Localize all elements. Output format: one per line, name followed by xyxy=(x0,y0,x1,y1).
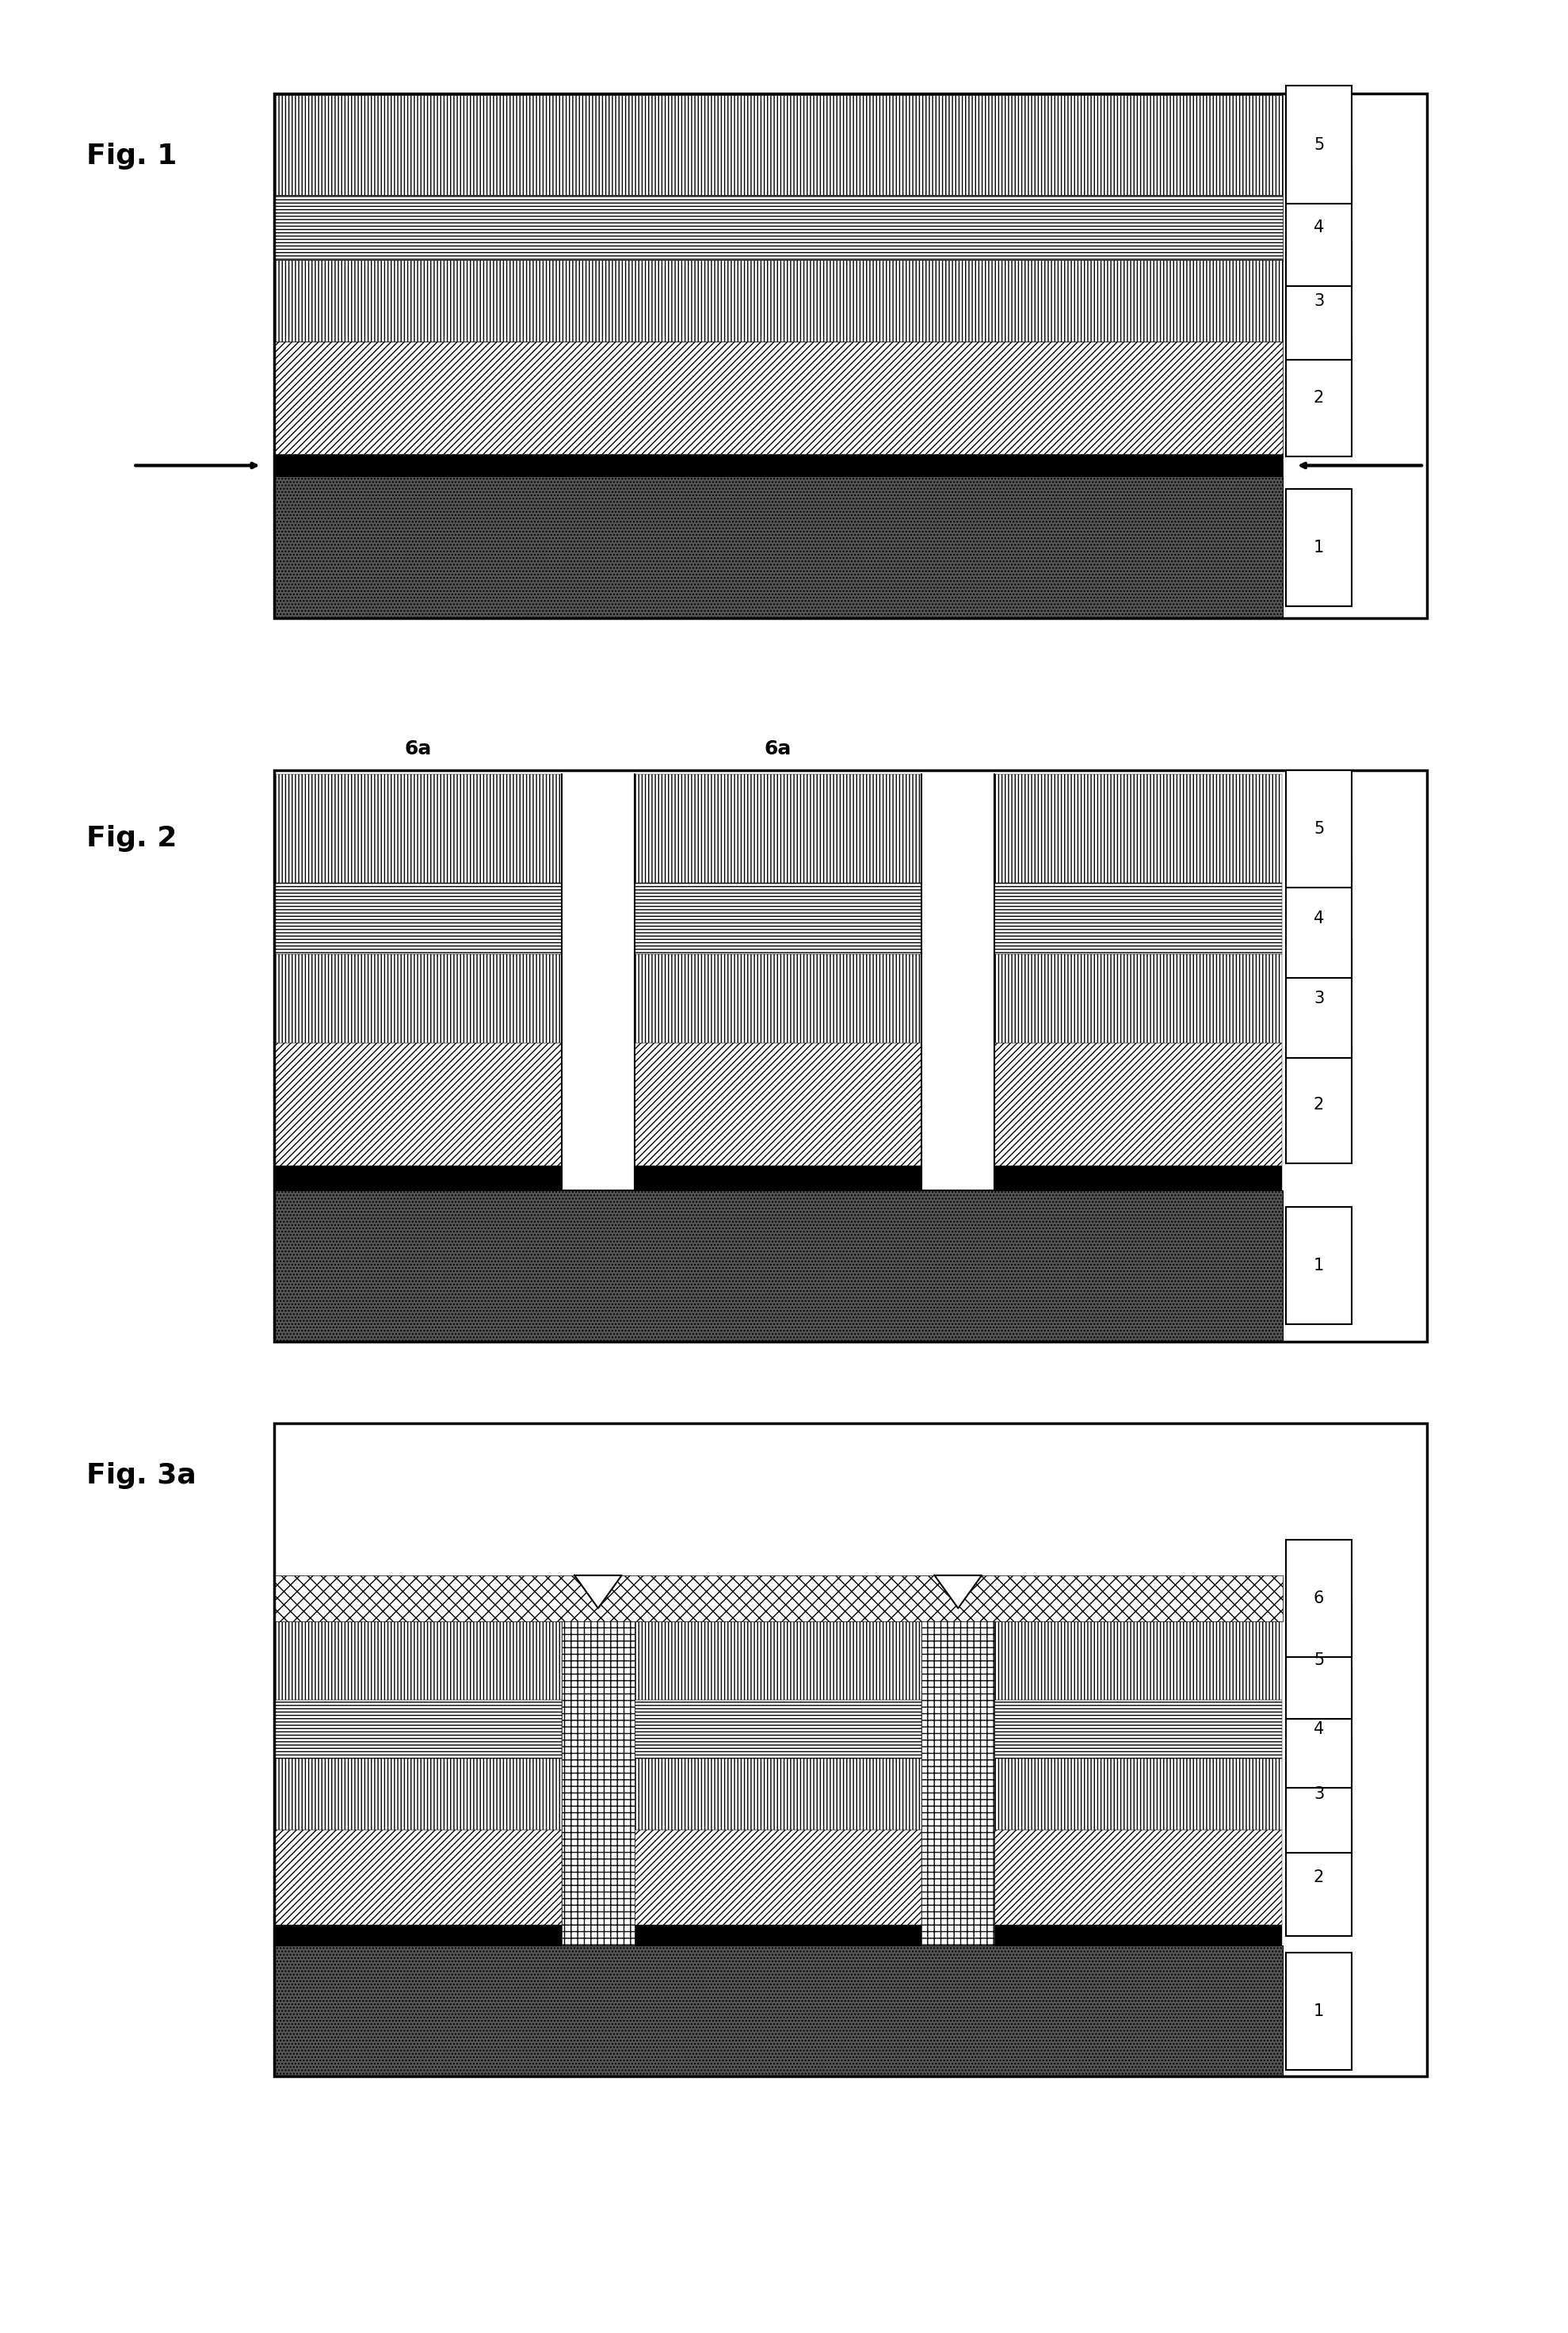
Text: Fig. 3a: Fig. 3a xyxy=(86,1463,196,1488)
Bar xyxy=(635,1698,922,1759)
Bar xyxy=(1286,338,1352,457)
Bar xyxy=(635,884,922,954)
Text: 6: 6 xyxy=(1314,1591,1325,1605)
Bar xyxy=(274,1166,561,1190)
Bar xyxy=(1286,1736,1352,1852)
Bar xyxy=(274,1946,1283,2076)
Text: 2: 2 xyxy=(1314,1869,1323,1885)
Text: 4: 4 xyxy=(1314,1722,1323,1736)
Bar xyxy=(994,1621,1281,1698)
Bar xyxy=(1286,770,1352,887)
Text: 2: 2 xyxy=(1314,1097,1323,1113)
Bar xyxy=(274,775,561,884)
Text: 4: 4 xyxy=(1314,910,1323,926)
Bar xyxy=(1286,1670,1352,1787)
Bar xyxy=(635,775,922,884)
Bar xyxy=(274,1190,1283,1341)
Bar xyxy=(274,341,1283,455)
Bar xyxy=(274,1925,561,1946)
Bar xyxy=(274,770,1427,1341)
Polygon shape xyxy=(935,1575,982,1607)
Bar xyxy=(274,93,1427,618)
Bar xyxy=(274,1759,561,1829)
Text: 5: 5 xyxy=(1314,138,1323,152)
Text: 5: 5 xyxy=(1314,821,1323,838)
Bar xyxy=(274,1423,1427,2076)
Bar xyxy=(561,1621,635,1946)
Bar xyxy=(994,1166,1281,1190)
Bar xyxy=(635,954,922,1043)
Bar xyxy=(1286,1953,1352,2069)
Bar xyxy=(994,954,1281,1043)
Bar xyxy=(1286,1045,1352,1164)
Bar xyxy=(635,1759,922,1829)
Text: 4: 4 xyxy=(1314,219,1323,236)
Bar xyxy=(994,1759,1281,1829)
Polygon shape xyxy=(574,1575,621,1607)
Bar xyxy=(994,1698,1281,1759)
Bar xyxy=(1286,1540,1352,1656)
Bar xyxy=(1286,1600,1352,1719)
Text: 6a: 6a xyxy=(405,740,431,758)
Bar xyxy=(274,96,1283,194)
Bar xyxy=(994,884,1281,954)
Bar xyxy=(274,455,1283,476)
Bar xyxy=(274,1698,561,1759)
Bar xyxy=(274,954,561,1043)
Text: Fig. 2: Fig. 2 xyxy=(86,826,177,852)
Bar xyxy=(635,1829,922,1925)
Bar xyxy=(635,1621,922,1698)
Text: 1: 1 xyxy=(1314,2004,1323,2018)
Text: 5: 5 xyxy=(1314,1652,1323,1668)
Text: Fig. 1: Fig. 1 xyxy=(86,142,177,170)
Bar xyxy=(635,1043,922,1166)
Bar xyxy=(274,261,1283,341)
Bar xyxy=(274,476,1283,618)
Text: 1: 1 xyxy=(1314,539,1323,555)
Bar xyxy=(274,1575,1283,1621)
Bar xyxy=(274,1621,561,1698)
Bar xyxy=(1286,243,1352,359)
Bar xyxy=(994,1043,1281,1166)
Text: 3: 3 xyxy=(1314,1787,1323,1801)
Text: 3: 3 xyxy=(1314,992,1323,1008)
Bar xyxy=(635,1166,922,1190)
Bar xyxy=(274,1043,561,1166)
Text: 6a: 6a xyxy=(765,740,792,758)
Bar xyxy=(1286,861,1352,978)
Bar xyxy=(274,884,561,954)
Text: 1: 1 xyxy=(1314,1257,1323,1274)
Bar xyxy=(1286,940,1352,1057)
Bar xyxy=(561,775,635,1190)
Bar xyxy=(1286,86,1352,203)
Bar xyxy=(274,194,1283,261)
Bar xyxy=(922,1621,994,1946)
Bar xyxy=(1286,488,1352,607)
Bar xyxy=(994,775,1281,884)
Bar xyxy=(635,1925,922,1946)
Bar xyxy=(1286,168,1352,287)
Bar xyxy=(274,1829,561,1925)
Bar xyxy=(922,775,994,1190)
Bar xyxy=(994,1925,1281,1946)
Bar xyxy=(1286,1820,1352,1936)
Text: 2: 2 xyxy=(1314,390,1323,406)
Bar xyxy=(994,1829,1281,1925)
Bar xyxy=(1286,1206,1352,1325)
Text: 3: 3 xyxy=(1314,294,1323,308)
